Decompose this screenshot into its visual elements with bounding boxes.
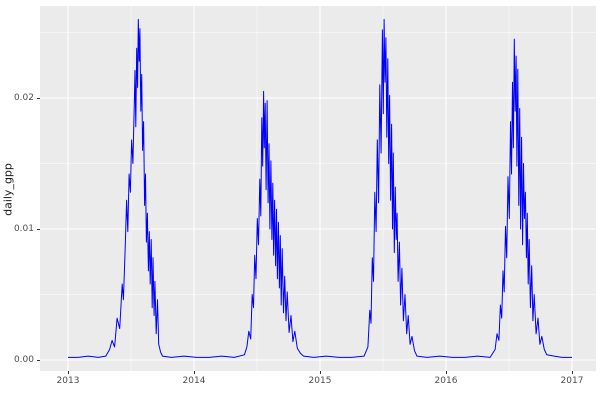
- x-tick-mark: [67, 371, 69, 374]
- y-tick-mark: [37, 228, 40, 230]
- plot-area: [40, 6, 596, 371]
- panel-background: [40, 6, 596, 371]
- x-tick-mark: [193, 371, 195, 374]
- y-tick-label: 0.00: [13, 354, 34, 365]
- daily-gpp-line: [68, 18, 572, 358]
- x-tick-label: 2016: [434, 376, 458, 386]
- x-tick-mark: [445, 371, 447, 374]
- y-tick-label: 0.01: [13, 223, 34, 234]
- x-tick-mark: [319, 371, 321, 374]
- y-tick-label: 0.02: [13, 92, 34, 103]
- y-axis-title: daily_gpp: [1, 163, 15, 216]
- x-tick-label: 2017: [560, 376, 584, 386]
- x-tick-label: 2013: [56, 376, 80, 386]
- x-tick-label: 2015: [308, 376, 332, 386]
- plot-panel: [40, 6, 596, 371]
- y-tick-mark: [37, 97, 40, 99]
- x-tick-mark: [571, 371, 573, 374]
- x-tick-label: 2014: [182, 376, 206, 386]
- y-tick-mark: [37, 359, 40, 361]
